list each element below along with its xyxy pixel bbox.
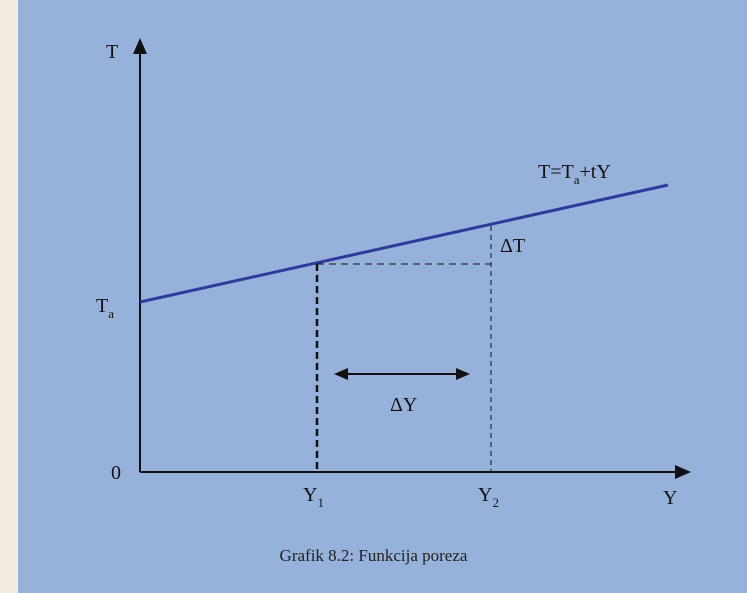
y1-label: Y1 [303,484,324,510]
y-axis-arrow-icon [133,38,147,54]
origin-label: 0 [111,462,121,484]
x-axis-arrow-icon [675,465,691,479]
x-axis-label: Y [663,487,677,509]
delta-y-right-arrowhead-icon [456,368,470,380]
delta-t-label: ΔT [500,235,525,257]
figure-caption: Grafik 8.2: Funkcija poreza [279,546,468,565]
tax-function-line [139,183,669,304]
y2-label: Y2 [478,484,499,510]
line-equation-label: T=Ta+tY [538,161,611,187]
y-axis-label: T [106,41,118,63]
intercept-label: Ta [96,295,114,321]
delta-y-label: ΔY [390,394,417,416]
delta-y-left-arrowhead-icon [334,368,348,380]
